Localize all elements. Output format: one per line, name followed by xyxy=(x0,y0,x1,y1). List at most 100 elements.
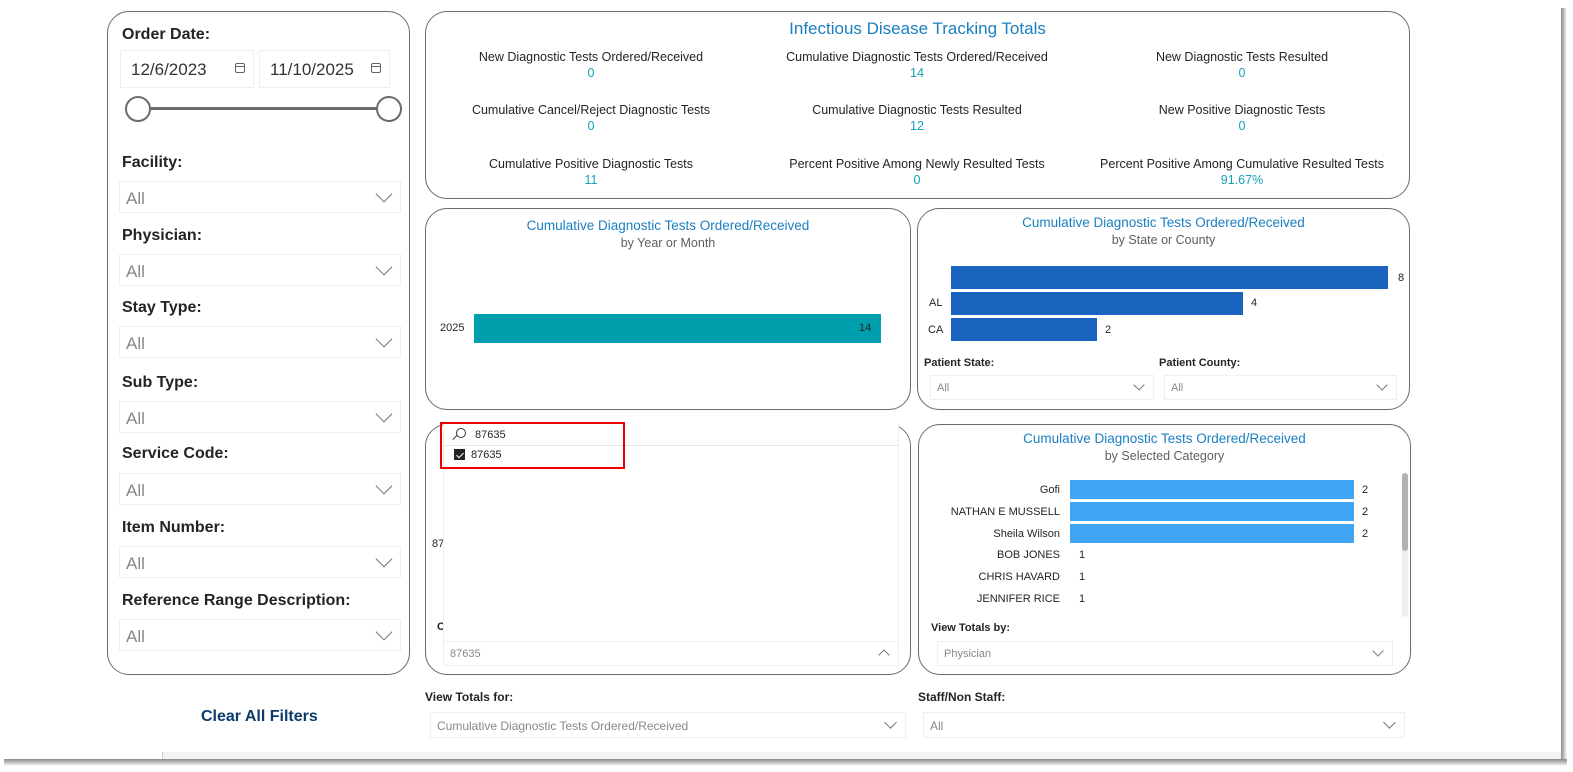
axis-label: Gofi xyxy=(1039,484,1060,496)
chevron-down-icon xyxy=(375,330,393,348)
item-number-value: All xyxy=(126,554,145,573)
totals-card: Infectious Disease Tracking Totals New D… xyxy=(425,11,1410,199)
checkbox-checked-icon[interactable] xyxy=(454,449,465,460)
axis-label: 2025 xyxy=(440,322,465,334)
patient-county-dropdown[interactable]: All xyxy=(1164,375,1397,400)
axis-label: CA xyxy=(928,324,944,336)
sub-type-label: Sub Type: xyxy=(122,374,199,391)
slicer-search-box[interactable]: 87635 xyxy=(444,424,898,446)
code-slicer-dropdown[interactable]: 87635 xyxy=(443,641,899,666)
chart-subtitle: by Selected Category xyxy=(1104,449,1225,463)
window-shadow xyxy=(4,759,1567,766)
view-totals-for-value: Cumulative Diagnostic Tests Ordered/Rece… xyxy=(437,719,689,733)
patient-county-value: All xyxy=(1171,382,1184,394)
item-number-label: Item Number: xyxy=(122,519,226,536)
axis-label: CHRIS HAVARD xyxy=(978,571,1061,583)
sub-type-value: All xyxy=(126,409,145,428)
metric-new-positive: New Positive Diagnostic Tests 0 xyxy=(1077,103,1407,133)
metric-label: Percent Positive Among Cumulative Result… xyxy=(1100,157,1384,171)
chevron-down-icon xyxy=(884,716,897,729)
facility-label: Facility: xyxy=(122,154,183,171)
chevron-down-icon xyxy=(1372,645,1384,657)
view-totals-by-value: Physician xyxy=(944,648,992,660)
reference-range-dropdown[interactable]: All xyxy=(119,619,401,651)
slicer-option-label: 87635 xyxy=(471,449,502,461)
slider-start-handle[interactable] xyxy=(125,96,151,122)
clear-all-filters-button[interactable]: Clear All Filters xyxy=(201,708,318,725)
start-date-value: 12/6/2023 xyxy=(131,60,207,79)
metric-value: 91.67% xyxy=(1220,173,1264,187)
metric-value: 11 xyxy=(584,173,598,187)
bar-value: 1 xyxy=(1079,593,1086,605)
bar-sheila-wilson[interactable] xyxy=(1070,524,1354,543)
metric-label: New Positive Diagnostic Tests xyxy=(1158,103,1326,117)
view-totals-by-dropdown[interactable]: Physician xyxy=(937,641,1393,666)
chevron-down-icon xyxy=(1376,379,1388,391)
facility-dropdown[interactable]: All xyxy=(119,181,401,213)
metric-value: 0 xyxy=(587,66,595,80)
calendar-icon[interactable] xyxy=(371,63,381,73)
chevron-down-icon xyxy=(375,623,393,641)
filter-panel: Order Date: 12/6/2023 11/10/2025 Facilit… xyxy=(107,11,410,675)
bar-value: 14 xyxy=(859,322,872,334)
search-icon xyxy=(456,428,466,438)
bar-value: 1 xyxy=(1079,571,1086,583)
metric-new-ordered: New Diagnostic Tests Ordered/Received 0 xyxy=(426,50,756,80)
metric-value: 0 xyxy=(587,119,595,133)
patient-state-dropdown[interactable]: All xyxy=(930,375,1154,400)
slicer-search-input[interactable]: 87635 xyxy=(475,429,506,441)
category-scrollbar-thumb[interactable] xyxy=(1402,473,1408,551)
metric-label: Cumulative Diagnostic Tests Ordered/Rece… xyxy=(786,50,1048,64)
bar-blank[interactable] xyxy=(951,266,1388,289)
stay-type-dropdown[interactable]: All xyxy=(119,326,401,358)
window-shadow xyxy=(1561,8,1567,766)
code-slicer-value: 87635 xyxy=(450,648,481,660)
bar-nathan-e-mussell[interactable] xyxy=(1070,502,1354,521)
code-slicer-dropdown-panel: 87635 87635 xyxy=(443,424,899,641)
staff-label: Staff/Non Staff: xyxy=(918,690,1006,704)
service-code-value: All xyxy=(126,481,145,500)
partial-axis-label: 87 xyxy=(432,538,445,550)
facility-value: All xyxy=(126,189,145,208)
sub-type-dropdown[interactable]: All xyxy=(119,401,401,433)
item-number-dropdown[interactable]: All xyxy=(119,546,401,578)
year-chart-card: Cumulative Diagnostic Tests Ordered/Rece… xyxy=(425,208,911,410)
staff-dropdown[interactable]: All xyxy=(923,712,1405,738)
bar-value: 2 xyxy=(1362,528,1369,540)
slider-end-handle[interactable] xyxy=(376,96,402,122)
bar-ca[interactable] xyxy=(951,318,1097,341)
chevron-down-icon xyxy=(1383,716,1396,729)
metric-label: Cumulative Cancel/Reject Diagnostic Test… xyxy=(471,103,711,117)
reference-range-value: All xyxy=(126,627,145,646)
chevron-up-icon xyxy=(878,649,890,661)
metric-cancel-reject: Cumulative Cancel/Reject Diagnostic Test… xyxy=(426,103,756,133)
date-range-slider[interactable] xyxy=(138,107,390,110)
chart-subtitle: by Year or Month xyxy=(620,236,716,250)
chevron-down-icon xyxy=(375,477,393,495)
physician-dropdown[interactable]: All xyxy=(119,254,401,286)
chart-title: Cumulative Diagnostic Tests Ordered/Rece… xyxy=(1022,215,1305,230)
partial-label: C xyxy=(437,621,445,633)
bar-2025[interactable] xyxy=(474,314,881,343)
axis-label: NATHAN E MUSSELL xyxy=(950,506,1060,518)
bar-gofi[interactable] xyxy=(1070,480,1354,499)
report-page: Order Date: 12/6/2023 11/10/2025 Facilit… xyxy=(0,0,1561,760)
stay-type-value: All xyxy=(126,334,145,353)
metric-cumulative-ordered: Cumulative Diagnostic Tests Ordered/Rece… xyxy=(752,50,1082,80)
physician-value: All xyxy=(126,262,145,281)
bar-al[interactable] xyxy=(951,292,1243,315)
end-date-input[interactable]: 11/10/2025 xyxy=(259,50,390,88)
axis-label: Sheila Wilson xyxy=(993,528,1060,540)
chart-title: Cumulative Diagnostic Tests Ordered/Rece… xyxy=(526,218,810,233)
page-bottom-strip xyxy=(162,752,1561,759)
metric-percent-new: Percent Positive Among Newly Resulted Te… xyxy=(752,157,1082,187)
calendar-icon[interactable] xyxy=(235,63,245,73)
highlight-annotation xyxy=(440,422,625,469)
view-totals-for-dropdown[interactable]: Cumulative Diagnostic Tests Ordered/Rece… xyxy=(430,712,906,738)
axis-label: JENNIFER RICE xyxy=(976,593,1060,605)
metric-label: Cumulative Positive Diagnostic Tests xyxy=(488,157,694,171)
chevron-down-icon xyxy=(1133,379,1145,391)
patient-county-label: Patient County: xyxy=(1159,357,1241,369)
start-date-input[interactable]: 12/6/2023 xyxy=(120,50,254,88)
service-code-dropdown[interactable]: All xyxy=(119,473,401,505)
